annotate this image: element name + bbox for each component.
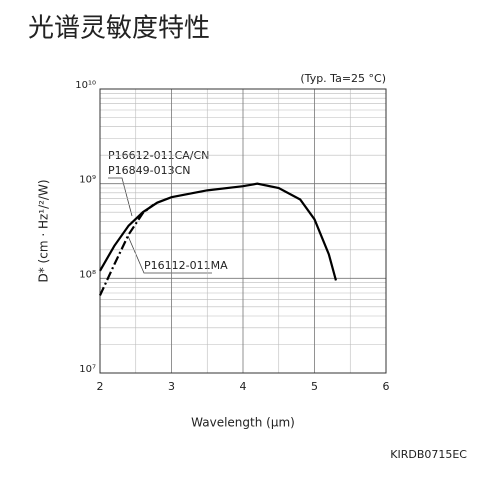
y-tick-label: 10⁷ xyxy=(79,364,96,375)
data-line xyxy=(99,182,338,281)
series-label: P16849-013CN xyxy=(108,164,191,177)
x-tick-label: 5 xyxy=(311,380,318,393)
x-tick-label: 3 xyxy=(168,380,175,393)
x-tick-label: 2 xyxy=(97,380,104,393)
plot-frame xyxy=(99,88,387,374)
x-axis-label: Wavelength (μm) xyxy=(191,416,295,430)
y-axis-label: D* (cm · Hz¹/²/W) xyxy=(37,179,51,282)
data-line xyxy=(99,203,155,296)
x-tick-label: 6 xyxy=(383,380,390,393)
leader-line xyxy=(127,235,212,274)
y-tick-label: 10⁹ xyxy=(79,175,96,186)
annotation: (Typ. Ta=25 °C) xyxy=(300,72,386,85)
leader-line xyxy=(108,177,133,217)
y-tick-label: 10⁸ xyxy=(79,269,96,280)
series-label: P16112-011MA xyxy=(144,259,228,272)
x-tick-label: 4 xyxy=(240,380,247,393)
y-tick-label: 10¹⁰ xyxy=(75,80,96,91)
series-label: P16612-011CA/CN xyxy=(108,149,209,162)
figure-code: KIRDB0715EC xyxy=(390,448,467,461)
chart-title: 光谱灵敏度特性 xyxy=(28,14,210,44)
